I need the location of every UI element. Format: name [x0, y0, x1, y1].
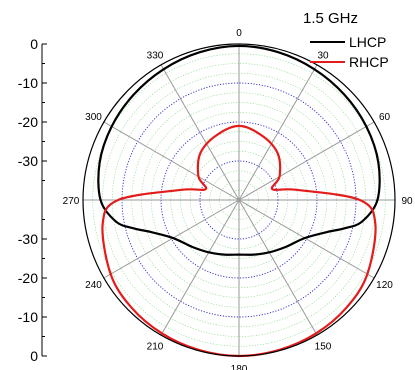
angle-label: 60 — [379, 112, 391, 123]
radial-tick-label: 0 — [30, 348, 38, 364]
polar-grid — [83, 44, 395, 356]
legend-label-lhcp: LHCP — [349, 34, 386, 50]
angle-spoke — [103, 199, 240, 279]
radial-tick-label: -30 — [18, 153, 38, 169]
angle-label: 270 — [63, 196, 80, 207]
angle-spoke — [238, 64, 318, 201]
radial-tick-label: -20 — [18, 114, 38, 130]
angle-spoke — [160, 199, 240, 336]
legend: 1.5 GHz LHCP RHCP — [303, 10, 389, 70]
angle-spoke — [160, 64, 240, 201]
angle-label: 30 — [317, 51, 329, 62]
angle-label: 120 — [376, 280, 393, 291]
legend-label-rhcp: RHCP — [349, 54, 389, 70]
radial-tick-label: -10 — [18, 75, 38, 91]
angle-labels: 0 30 60 90 120 150 180 210 240 270 300 330 — [63, 28, 413, 370]
angle-spoke — [238, 121, 375, 201]
radial-tick-label: -30 — [18, 231, 38, 247]
angle-label: 150 — [315, 342, 332, 353]
angle-spoke — [238, 199, 318, 336]
radial-tick-label: -10 — [18, 309, 38, 325]
angle-label: 90 — [401, 196, 413, 207]
angle-label: 240 — [85, 280, 102, 291]
angle-label: 0 — [236, 28, 242, 39]
angle-label: 300 — [85, 112, 102, 123]
angle-spoke — [238, 199, 375, 279]
angle-label: 330 — [147, 51, 164, 62]
radial-tick-label: 0 — [30, 36, 38, 52]
series-lhcp — [97, 44, 381, 256]
angle-label: 180 — [231, 364, 248, 370]
outer-circle — [82, 43, 396, 357]
legend-title: 1.5 GHz — [303, 10, 358, 27]
radial-axis: 0 -10 -20 -30 -30 -20 -10 0 — [18, 36, 396, 364]
angle-label: 210 — [147, 342, 164, 353]
radial-tick-label: -20 — [18, 270, 38, 286]
angle-spoke — [103, 121, 240, 201]
